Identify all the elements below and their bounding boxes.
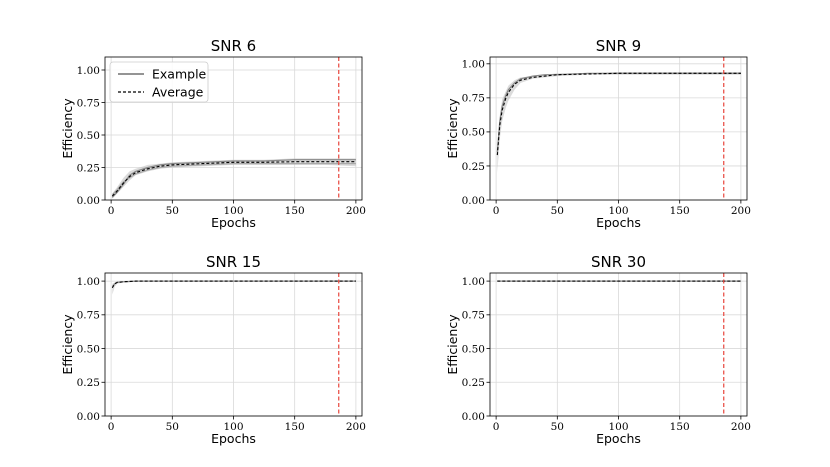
series-line-average (496, 72, 741, 156)
y-tick-label: 0.50 (462, 343, 485, 355)
x-tick-label: 100 (608, 421, 628, 433)
series-band (112, 158, 356, 199)
x-tick-label: 50 (551, 205, 564, 217)
y-tick-label: 0.50 (77, 343, 100, 355)
y-axis-label: Efficiency (60, 98, 75, 159)
x-tick-label: 100 (608, 205, 628, 217)
x-tick-label: 150 (285, 421, 305, 433)
x-tick-label: 200 (346, 205, 366, 217)
y-axis-label: Efficiency (445, 98, 460, 159)
series-band (497, 72, 741, 173)
chart-panel: 0 50 100 150 200 0.00 0.25 0.50 0.75 1.00 SNR 6 Epo… (60, 37, 366, 230)
x-tick-label: 200 (346, 421, 366, 433)
y-tick-label: 0.00 (462, 195, 485, 207)
chart-title: SNR 9 (596, 37, 641, 55)
x-tick-label: 0 (493, 421, 500, 433)
x-tick-label: 0 (108, 421, 115, 433)
y-tick-label: 0.50 (77, 130, 100, 142)
y-tick-label: 0.75 (462, 310, 485, 322)
x-axis-label: Epochs (211, 215, 256, 230)
y-tick-label: 0.00 (462, 411, 485, 423)
x-tick-label: 0 (493, 205, 500, 217)
series-line-example (111, 280, 356, 287)
legend-entry: Average (152, 85, 204, 100)
legend-entry: Example (152, 67, 207, 82)
series-band (112, 281, 356, 295)
chart-panel: 0 50 100 150 200 0.00 0.25 0.50 0.75 1.00 SNR 9 Epo… (445, 37, 751, 230)
series-line-example (496, 72, 741, 153)
chart-panel: 0 50 100 150 200 0.00 0.25 0.50 0.75 1.00 SNR 15 Ep… (60, 253, 366, 446)
series-line-average (111, 280, 356, 289)
series-line-example (111, 163, 356, 196)
legend: Example Average (109, 61, 209, 103)
x-tick-label: 50 (166, 205, 179, 217)
x-axis-label: Epochs (211, 431, 256, 446)
chart-title: SNR 30 (591, 253, 646, 271)
y-axis-label: Efficiency (60, 314, 75, 375)
y-tick-label: 1.00 (77, 276, 100, 288)
y-tick-label: 1.00 (462, 59, 485, 71)
x-tick-label: 200 (731, 205, 751, 217)
x-tick-label: 100 (223, 205, 243, 217)
y-axis-label: Efficiency (445, 314, 460, 375)
x-tick-label: 50 (166, 421, 179, 433)
y-tick-label: 0.25 (77, 377, 100, 389)
series-line-example (111, 159, 356, 198)
y-tick-label: 0.25 (462, 161, 485, 173)
y-tick-label: 0.50 (462, 127, 485, 139)
y-tick-label: 0.75 (77, 310, 100, 322)
x-tick-label: 0 (108, 205, 115, 217)
y-tick-label: 0.25 (77, 162, 100, 174)
chart-title: SNR 15 (206, 253, 261, 271)
y-tick-label: 0.00 (77, 411, 100, 423)
y-tick-label: 0.75 (77, 97, 100, 109)
chart-title: SNR 6 (211, 37, 256, 55)
y-tick-label: 0.00 (77, 195, 100, 207)
x-tick-label: 150 (670, 205, 690, 217)
chart-panel: 0 50 100 150 200 0.00 0.25 0.50 0.75 1.00 SNR 30 Ep… (445, 253, 751, 446)
x-tick-label: 150 (670, 421, 690, 433)
x-tick-label: 150 (285, 205, 305, 217)
x-tick-label: 50 (551, 421, 564, 433)
y-tick-label: 1.00 (462, 276, 485, 288)
x-tick-label: 100 (223, 421, 243, 433)
y-tick-label: 0.75 (462, 93, 485, 105)
x-axis-label: Epochs (596, 215, 641, 230)
y-tick-label: 1.00 (77, 65, 100, 77)
y-tick-label: 0.25 (462, 377, 485, 389)
x-axis-label: Epochs (596, 431, 641, 446)
x-tick-label: 200 (731, 421, 751, 433)
